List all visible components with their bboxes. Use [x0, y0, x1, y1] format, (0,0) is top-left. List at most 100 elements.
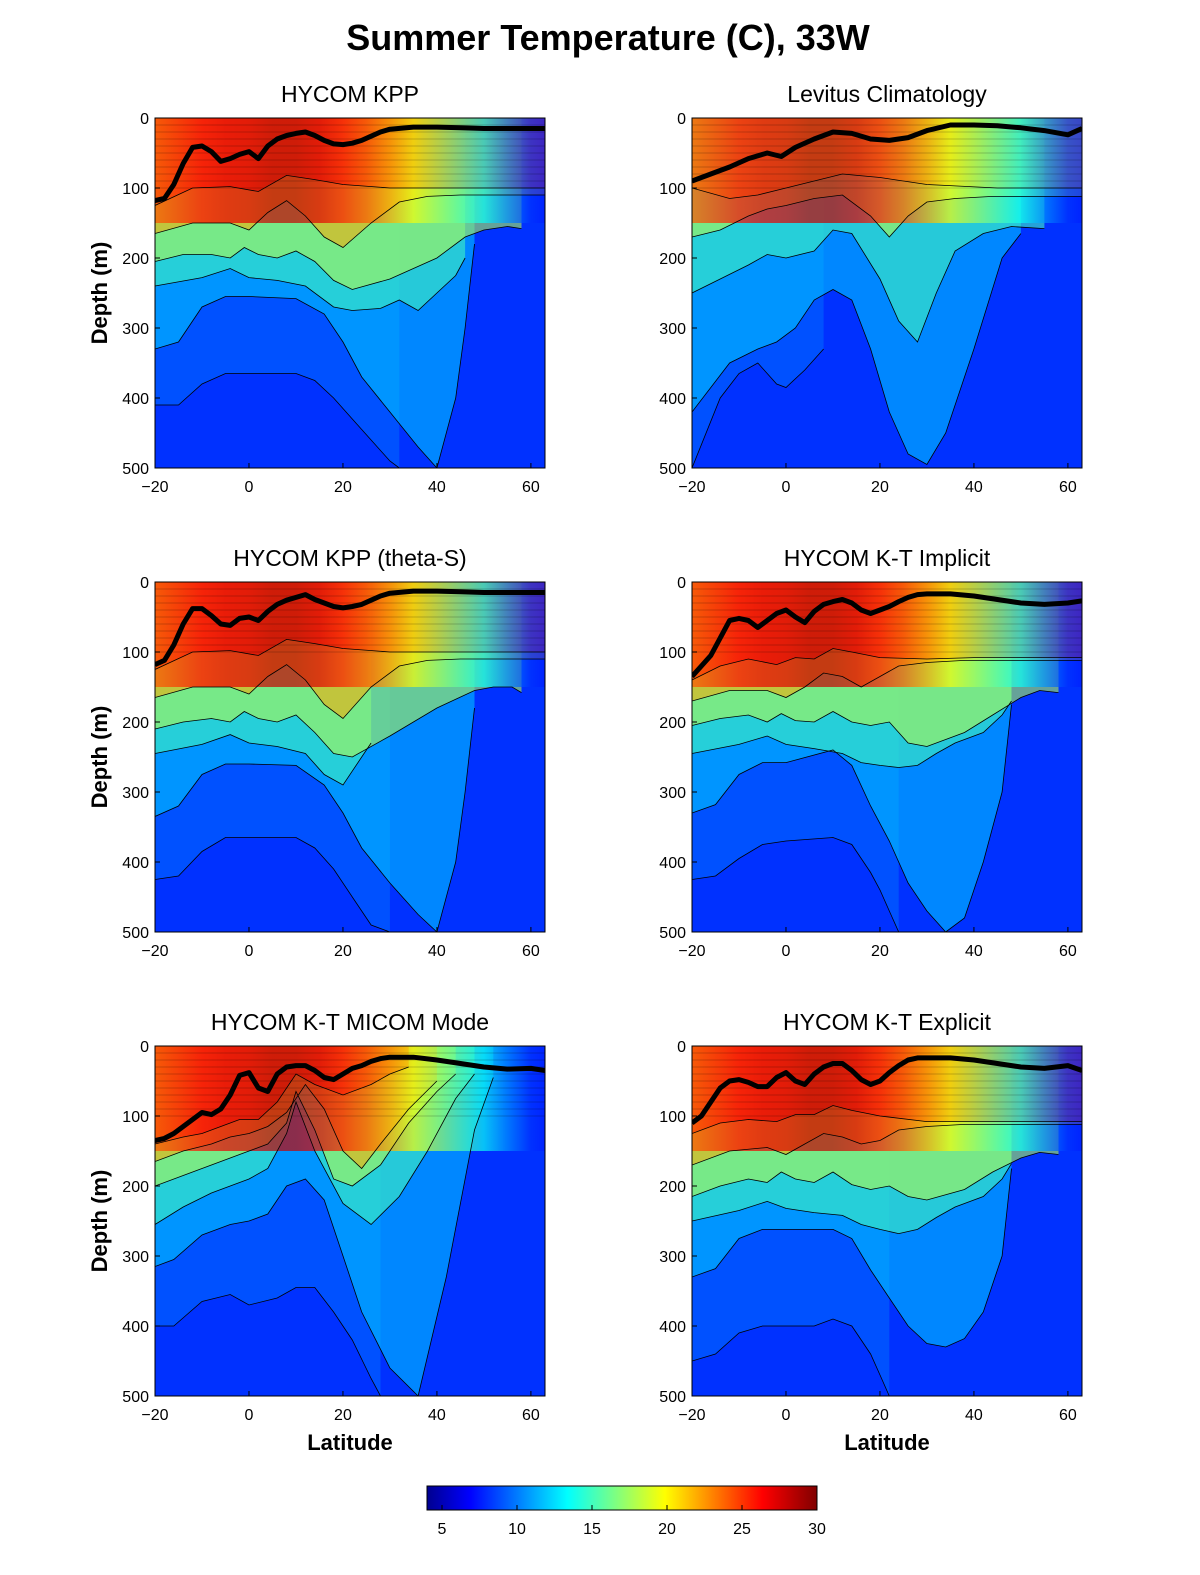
temperature-field [155, 118, 545, 468]
isotherm-12 [692, 1168, 1012, 1348]
surface-layer [155, 582, 545, 687]
y-tick-label: 200 [122, 715, 149, 732]
x-axis-label: Latitude [307, 1430, 393, 1455]
isotherm-18 [155, 1073, 456, 1187]
surface-layer [155, 1046, 545, 1151]
surface-layer [692, 582, 1082, 687]
isotherm-26 [692, 648, 1082, 681]
y-tick-label: 400 [659, 1319, 686, 1336]
y-tick-label: 100 [659, 1109, 686, 1126]
isotherm-18 [692, 1151, 1059, 1201]
x-tick-label: −20 [141, 479, 168, 496]
y-tick-label: 400 [659, 391, 686, 408]
y-tick-label: 0 [140, 575, 149, 592]
isotherm-22 [155, 1080, 438, 1170]
y-axis-label: Depth (m) [87, 242, 112, 345]
isotherm-15 [155, 734, 372, 786]
axes-frame [691, 1045, 1083, 1397]
mixed-layer-depth-line [692, 1055, 1082, 1126]
colorbar-gradient [426, 1485, 818, 1511]
temperature-field [692, 118, 1082, 468]
panel-6: HYCOM K-T Explicit −20 0 20 40 60 0 100 200 300 40… [659, 1009, 1083, 1455]
x-tick-label: 20 [334, 943, 352, 960]
y-tick-label: 200 [122, 1179, 149, 1196]
y-tick-label: 100 [122, 181, 149, 198]
isotherm-26 [692, 173, 1082, 199]
y-tick-label: 400 [122, 855, 149, 872]
y-tick-label: 100 [122, 645, 149, 662]
colorbar-ticks: 5 10 15 20 25 30 [438, 1505, 826, 1538]
y-tick-label: 0 [140, 111, 149, 128]
mixed-layer-depth-line [155, 1054, 545, 1143]
axes-frame [154, 1045, 546, 1397]
x-tick-label: −20 [678, 479, 705, 496]
x-tick-label: −20 [141, 1407, 168, 1424]
panels: HYCOM KPP−20 0 20 40 600100200300400500Depth… [87, 81, 1083, 1455]
panel-title: HYCOM K-T Explicit [783, 1009, 991, 1035]
isotherm-12 [155, 1077, 494, 1396]
y-tick-label: 200 [122, 251, 149, 268]
panel-title: HYCOM KPP [281, 81, 419, 107]
x-tick-label: −20 [678, 1407, 705, 1424]
colorbar-tick-label: 5 [438, 1521, 447, 1538]
figure-title: Summer Temperature (C), 33W [346, 17, 869, 58]
y-tick-label: 500 [659, 461, 686, 478]
isotherm-22 [155, 194, 545, 248]
x-axis-label: Latitude [844, 1430, 930, 1455]
y-tick-label: 300 [659, 321, 686, 338]
y-tick-label: 200 [659, 715, 686, 732]
y-tick-label: 100 [122, 1109, 149, 1126]
isotherm-8 [692, 1318, 890, 1396]
y-tick-label: 200 [659, 1179, 686, 1196]
y-tick-label: 400 [122, 391, 149, 408]
y-axis-label: Depth (m) [87, 1170, 112, 1273]
x-tick-label: 20 [871, 943, 889, 960]
isotherm-20 [692, 194, 1082, 238]
isotherm-15 [692, 700, 1012, 768]
isotherm-8 [155, 837, 391, 932]
panel-title: HYCOM KPP (theta-S) [233, 545, 466, 571]
isotherm-12 [155, 707, 475, 932]
y-tick-label: 500 [659, 1389, 686, 1406]
y-tick-label: 300 [122, 785, 149, 802]
axes-frame [154, 117, 546, 469]
panel-title: HYCOM K-T Implicit [784, 545, 991, 571]
x-tick-label: 20 [871, 479, 889, 496]
mixed-layer-depth-line [692, 122, 1082, 184]
isotherm-12 [692, 704, 1012, 932]
mixed-layer-depth-line [155, 588, 545, 667]
y-tick-label: 500 [122, 925, 149, 942]
x-tick-label: 20 [871, 1407, 889, 1424]
y-tick-label: 400 [122, 1319, 149, 1336]
x-tick-label: 0 [782, 1407, 791, 1424]
isotherm-18 [155, 226, 522, 290]
surface-layer [155, 118, 545, 223]
panel-5: HYCOM K-T MICOM Mode −20 0 20 40 60 0 100 200 300… [87, 1009, 546, 1455]
panel-1: HYCOM KPP −20 0 20 40 60 0 100 200 300 400 500 Depth… [87, 81, 546, 496]
isotherm-22 [155, 658, 545, 720]
x-tick-label: 60 [522, 479, 540, 496]
isotherm-8 [155, 373, 400, 468]
y-tick-label: 500 [122, 461, 149, 478]
y-tick-label: 400 [659, 855, 686, 872]
x-tick-label: 0 [782, 479, 791, 496]
x-tick-label: 40 [428, 1407, 446, 1424]
y-tick-label: 100 [659, 645, 686, 662]
mixed-layer-depth-line [692, 591, 1082, 679]
panel-2: Levitus Climatology −20 0 20 40 60 0 100 200 300 4… [659, 81, 1083, 496]
panel-title: Levitus Climatology [787, 81, 987, 107]
panel-title: HYCOM K-T MICOM Mode [211, 1009, 489, 1035]
y-tick-label: 500 [122, 1389, 149, 1406]
x-tick-label: 40 [428, 479, 446, 496]
y-tick-label: 200 [659, 251, 686, 268]
isotherm-22 [692, 1124, 1082, 1166]
temperature-field [155, 1046, 545, 1396]
y-tick-label: 0 [677, 1039, 686, 1056]
mixed-layer-depth-line [155, 124, 545, 204]
x-tick-label: −20 [678, 943, 705, 960]
temperature-field [155, 582, 545, 932]
x-tick-label: 0 [782, 943, 791, 960]
isotherm-12 [692, 233, 1022, 466]
temperature-field [692, 582, 1082, 932]
